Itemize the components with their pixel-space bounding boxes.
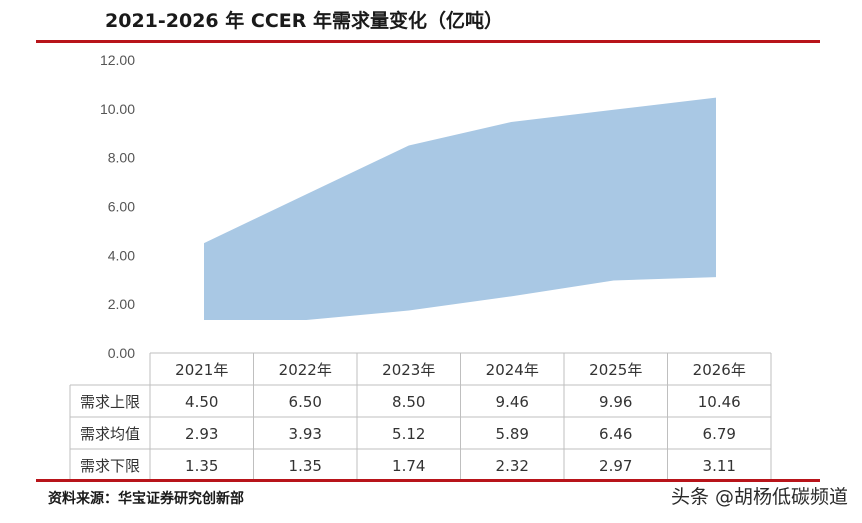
table-row-label: 需求下限 [80, 457, 140, 475]
table-row-label: 需求均值 [80, 425, 140, 443]
table-cell: 6.50 [289, 393, 322, 411]
table-cell: 8.50 [392, 393, 425, 411]
x-tick-label: 2023年 [382, 361, 435, 379]
chart: 0.00 2.00 4.00 6.00 8.00 10.00 12.00 2021年 2022… [69, 52, 772, 480]
table-cell: 6.79 [703, 425, 736, 443]
table-cell: 5.12 [392, 425, 425, 443]
x-tick-label: 2025年 [589, 361, 642, 379]
table-cell: 3.11 [703, 457, 736, 475]
y-tick-label: 8.00 [108, 150, 135, 166]
table-cell: 2.93 [185, 425, 218, 443]
table-cell: 5.89 [496, 425, 529, 443]
table-cell: 3.93 [289, 425, 322, 443]
table-cell: 1.35 [185, 457, 218, 475]
y-axis: 0.00 2.00 4.00 6.00 8.00 10.00 12.00 [100, 52, 135, 361]
table-cell: 4.50 [185, 393, 218, 411]
watermark: 头条 @胡杨低碳频道 [670, 486, 848, 508]
y-tick-label: 12.00 [100, 52, 135, 68]
source-note: 资料来源：华宝证券研究创新部 [48, 491, 244, 507]
demand-band-area [204, 97, 716, 321]
table-cell: 10.46 [698, 393, 741, 411]
table-cell: 9.96 [599, 393, 632, 411]
table-row-label: 需求上限 [80, 393, 140, 411]
y-tick-label: 6.00 [108, 199, 135, 215]
y-tick-label: 0.00 [108, 345, 135, 361]
table-cell: 6.46 [599, 425, 632, 443]
table-cell: 2.97 [599, 457, 632, 475]
title-divider [36, 40, 820, 43]
table-cell: 1.74 [392, 457, 425, 475]
table-cell: 9.46 [496, 393, 529, 411]
y-tick-label: 4.00 [108, 247, 135, 263]
table-cell: 2.32 [496, 457, 529, 475]
x-tick-label: 2021年 [175, 361, 228, 379]
y-tick-label: 10.00 [100, 101, 135, 117]
x-tick-label: 2026年 [693, 361, 746, 379]
x-tick-label: 2022年 [279, 361, 332, 379]
y-tick-label: 2.00 [108, 296, 135, 312]
table-cell: 1.35 [289, 457, 322, 475]
footer-divider [36, 479, 820, 482]
chart-title: 2021-2026 年 CCER 年需求量变化（亿吨） [105, 10, 503, 32]
x-tick-label: 2024年 [486, 361, 539, 379]
